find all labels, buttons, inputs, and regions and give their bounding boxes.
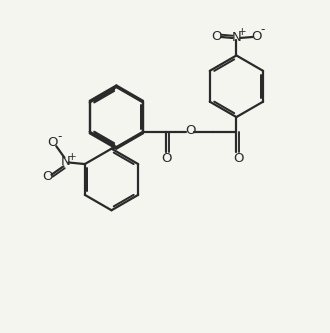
Text: +: + bbox=[68, 152, 77, 162]
Text: N: N bbox=[232, 31, 241, 44]
Text: O: O bbox=[47, 137, 58, 150]
Text: +: + bbox=[238, 27, 247, 37]
Text: N: N bbox=[61, 155, 71, 168]
Text: O: O bbox=[251, 31, 262, 44]
Text: O: O bbox=[233, 153, 244, 166]
Text: O: O bbox=[211, 31, 221, 44]
Text: -: - bbox=[261, 23, 265, 36]
Text: -: - bbox=[57, 130, 62, 143]
Text: O: O bbox=[42, 170, 52, 183]
Text: O: O bbox=[161, 153, 172, 166]
Text: O: O bbox=[185, 125, 196, 138]
